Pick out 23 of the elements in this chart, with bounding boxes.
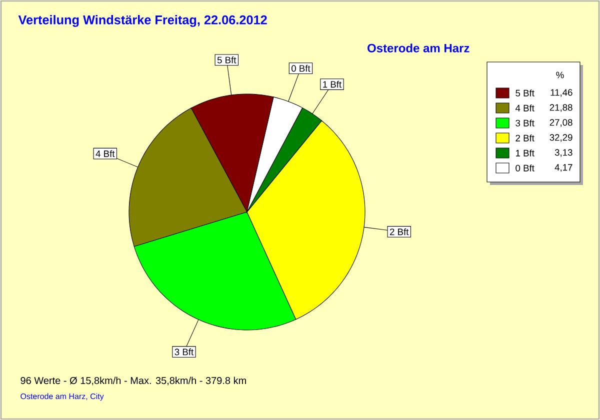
- data-label: 32,29: [550, 134, 572, 142]
- slice-label: 0 Bft: [291, 64, 310, 72]
- legend-label: 1 Bft: [516, 150, 534, 156]
- data-label: 27,08: [550, 119, 572, 127]
- legend-title: %: [556, 72, 564, 78]
- data-label: 4,17: [554, 164, 572, 172]
- chart-subtitle: Osterode am Harz: [368, 44, 470, 52]
- text: 96 Werte - Ø 15,8km/h - Max. 35,8km/h - 379.8 km: [20, 376, 246, 386]
- slice-label: 5 Bft: [217, 56, 236, 64]
- text: Osterode am Harz, City: [20, 393, 104, 401]
- legend-label: 3 Bft: [516, 120, 534, 126]
- slice-label: 1 Bft: [323, 80, 342, 88]
- slice-label: 4 Bft: [96, 150, 115, 158]
- legend-label: 0 Bft: [516, 164, 534, 172]
- legend-label: 2 Bft: [516, 134, 534, 142]
- legend-label: 4 Bft: [515, 104, 534, 112]
- data-label: 11,46: [550, 89, 572, 97]
- data-label: 21,88: [550, 104, 572, 112]
- slice-label: 2 Bft: [390, 228, 409, 236]
- slice-label: 3 Bft: [174, 348, 194, 356]
- chart-title: Verteilung Windstärke Freitag, 22.06.2012: [18, 15, 267, 27]
- legend-label: 5 Bft: [516, 90, 534, 96]
- data-label: 3,13: [554, 149, 572, 157]
